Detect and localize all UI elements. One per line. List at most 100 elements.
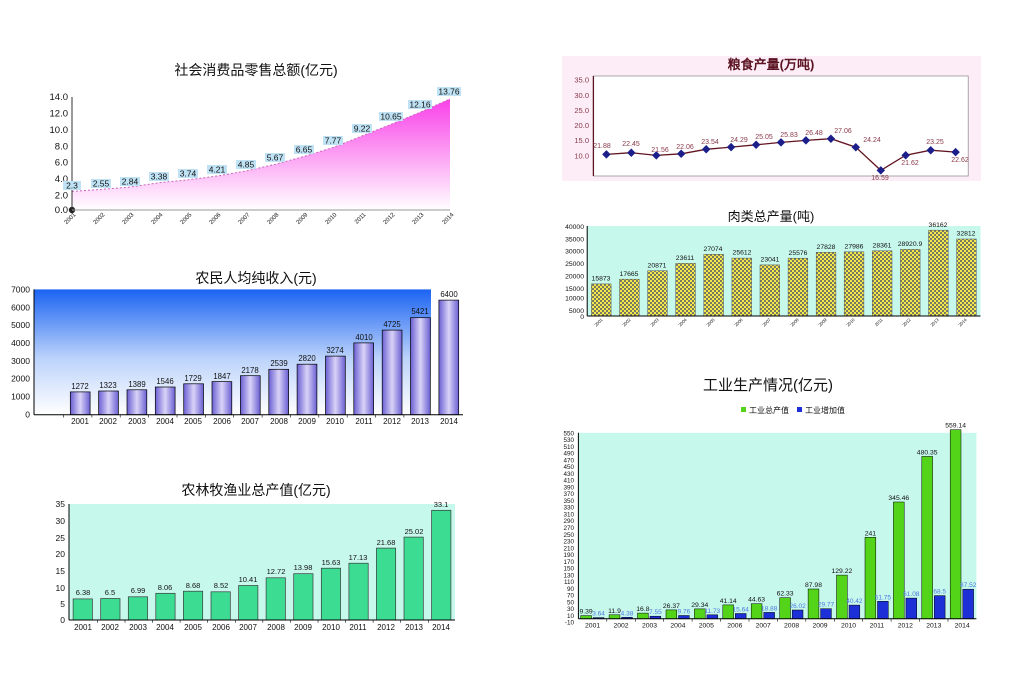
svg-text:2009: 2009 [296,212,310,226]
svg-text:16.59: 16.59 [871,175,889,181]
svg-text:24.24: 24.24 [863,137,881,144]
svg-text:2004: 2004 [156,417,174,425]
svg-text:2007: 2007 [761,317,772,328]
svg-text:3000: 3000 [11,356,30,366]
svg-text:2002: 2002 [101,623,119,632]
svg-text:2539: 2539 [270,359,287,368]
svg-text:21.88: 21.88 [593,143,611,150]
svg-text:2004: 2004 [677,317,688,328]
svg-text:4.85: 4.85 [238,160,255,170]
svg-text:87.52: 87.52 [960,582,977,589]
svg-text:21.62: 21.62 [901,160,919,167]
svg-text:10.0: 10.0 [50,125,69,136]
svg-text:15.64: 15.64 [733,607,750,614]
svg-text:8.06: 8.06 [158,583,173,592]
svg-text:16.8: 16.8 [636,606,649,613]
svg-text:29.77: 29.77 [818,602,835,609]
svg-text:28920.9: 28920.9 [898,241,923,248]
svg-text:250: 250 [563,532,574,539]
svg-text:2.84: 2.84 [122,177,139,187]
svg-text:4000: 4000 [11,338,30,348]
svg-text:559.14: 559.14 [945,423,966,430]
svg-text:3.38: 3.38 [151,172,168,182]
svg-text:2013: 2013 [926,623,941,630]
svg-text:2007: 2007 [756,623,771,630]
svg-text:35.0: 35.0 [574,76,589,85]
svg-text:8.0: 8.0 [55,141,68,152]
svg-text:1000: 1000 [11,392,30,402]
svg-text:24.29: 24.29 [730,137,748,144]
svg-text:2012: 2012 [383,212,397,226]
svg-text:61.08: 61.08 [903,591,920,598]
svg-text:工业增加值: 工业增加值 [805,405,845,415]
svg-text:150: 150 [563,566,574,573]
svg-text:33.1: 33.1 [434,500,449,509]
svg-text:17.13: 17.13 [349,553,368,562]
svg-text:62.33: 62.33 [777,591,794,598]
svg-text:6000: 6000 [11,302,30,312]
svg-text:550: 550 [563,430,574,437]
svg-text:2010: 2010 [326,417,344,425]
svg-text:6.38: 6.38 [76,588,91,597]
svg-text:0: 0 [580,314,584,321]
svg-text:5000: 5000 [11,320,30,330]
svg-text:10: 10 [56,583,66,593]
svg-text:2010: 2010 [322,623,340,632]
svg-text:5421: 5421 [411,307,428,316]
svg-text:8.68: 8.68 [186,581,201,590]
svg-text:2008: 2008 [784,623,799,630]
svg-text:290: 290 [563,518,574,525]
svg-text:13.98: 13.98 [294,563,313,572]
svg-text:工业生产情况(亿元): 工业生产情况(亿元) [703,377,833,394]
svg-text:23611: 23611 [676,255,695,262]
svg-text:25.05: 25.05 [755,134,773,141]
svg-text:2012: 2012 [383,417,401,425]
svg-text:2005: 2005 [705,317,716,328]
svg-text:2013: 2013 [405,623,423,632]
svg-text:27.06: 27.06 [834,128,852,135]
svg-text:15873: 15873 [592,276,611,283]
svg-text:15: 15 [56,566,66,576]
svg-text:2013: 2013 [411,417,429,425]
svg-text:68.5: 68.5 [933,589,946,596]
svg-text:23041: 23041 [761,257,780,264]
svg-text:26.48: 26.48 [805,130,823,137]
svg-text:2002: 2002 [93,212,107,226]
svg-text:370: 370 [563,491,574,498]
svg-text:1546: 1546 [156,377,173,386]
svg-text:5.67: 5.67 [267,153,284,163]
svg-text:2007: 2007 [239,623,257,632]
svg-text:0: 0 [25,410,30,420]
svg-text:6.99: 6.99 [131,586,146,595]
svg-text:9.22: 9.22 [354,124,371,134]
svg-text:2001: 2001 [585,623,600,630]
svg-text:2003: 2003 [649,317,660,328]
svg-text:2000: 2000 [11,374,30,384]
svg-text:1323: 1323 [99,381,116,390]
svg-text:14.0: 14.0 [50,92,69,103]
svg-text:11.73: 11.73 [704,608,720,615]
svg-text:21.68: 21.68 [377,538,396,547]
svg-text:2006: 2006 [212,623,230,632]
svg-text:130: 130 [563,572,574,579]
svg-text:10: 10 [567,613,575,620]
svg-text:10.65: 10.65 [380,112,402,122]
svg-text:350: 350 [563,498,574,505]
svg-text:2009: 2009 [817,317,828,328]
svg-text:2004: 2004 [670,623,685,630]
svg-text:25612: 25612 [733,250,752,257]
svg-text:10000: 10000 [565,296,584,303]
svg-text:5: 5 [60,599,65,609]
svg-text:22.62: 22.62 [951,157,969,164]
svg-text:2004: 2004 [151,212,165,226]
svg-text:2014: 2014 [432,623,450,632]
svg-text:6400: 6400 [440,290,458,299]
svg-text:25.83: 25.83 [780,132,798,139]
svg-text:2002: 2002 [621,317,632,328]
svg-text:2178: 2178 [241,366,258,375]
svg-text:30.0: 30.0 [574,91,589,100]
svg-text:18.88: 18.88 [761,605,778,612]
svg-text:1389: 1389 [128,380,145,389]
svg-text:23.54: 23.54 [701,139,719,146]
svg-text:28361: 28361 [873,242,892,249]
